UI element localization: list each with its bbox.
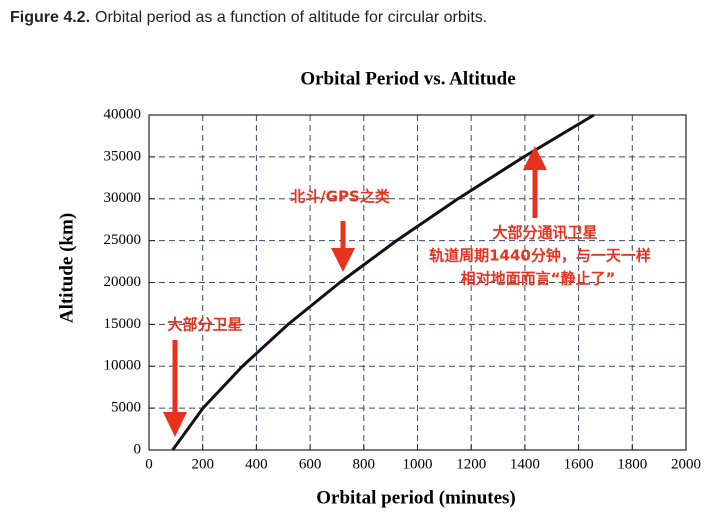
x-tick-label: 800 [353,456,376,472]
plot-frame [148,114,687,451]
x-tick-label: 1200 [456,456,486,472]
x-tick-label: 1600 [564,456,594,472]
x-tick-label: 0 [145,456,153,472]
arrow-head [523,146,547,170]
annotations: 大部分卫星 北斗/GPS之类 大部分通讯卫星 轨道周期1440分钟，与一天一样 … [163,146,651,437]
x-tick-label: 2000 [671,456,701,472]
x-tick-label: 600 [299,456,322,472]
y-tick-label: 15000 [104,316,142,332]
y-tick-label: 20000 [104,274,142,290]
x-tick-label: 1000 [403,456,433,472]
y-axis-label: Altitude (km) [56,213,77,323]
annotation: 北斗/GPS之类 [290,188,391,206]
y-tick-label: 5000 [111,400,141,416]
curve [171,113,595,451]
arrow-head [331,248,355,272]
y-tick-label: 30000 [104,190,142,206]
annotation: 大部分通讯卫星 [492,224,597,242]
caption-text: Orbital period as a function of altitude… [95,9,487,26]
y-tick-label: 35000 [104,148,142,164]
plot-area: 0 200 400 600 800 1000 1200 1400 1600 1800 2000050… [104,106,702,472]
x-tick-label: 1800 [617,456,647,472]
x-tick-label: 400 [245,456,268,472]
annotation: 相对地面而言“静止了” [461,270,616,288]
caption: Figure 4.2. Orbital period as a function … [10,9,487,26]
y-tick-label: 0 [134,441,142,457]
chart-title: Orbital Period vs. Altitude [300,68,515,89]
x-axis-label: Orbital period (minutes) [316,487,516,508]
arrow-head [163,412,187,437]
x-tick-label: 1400 [510,456,540,472]
x-tick-label: 200 [191,456,214,472]
annotation: 大部分卫星 [167,316,242,334]
annotation: 轨道周期1440分钟，与一天一样 [429,247,651,265]
y-tick-label: 25000 [104,232,142,248]
y-tick-label: 10000 [104,358,142,374]
y-tick-label: 40000 [104,106,142,122]
caption-label: Figure 4.2. [10,9,90,26]
